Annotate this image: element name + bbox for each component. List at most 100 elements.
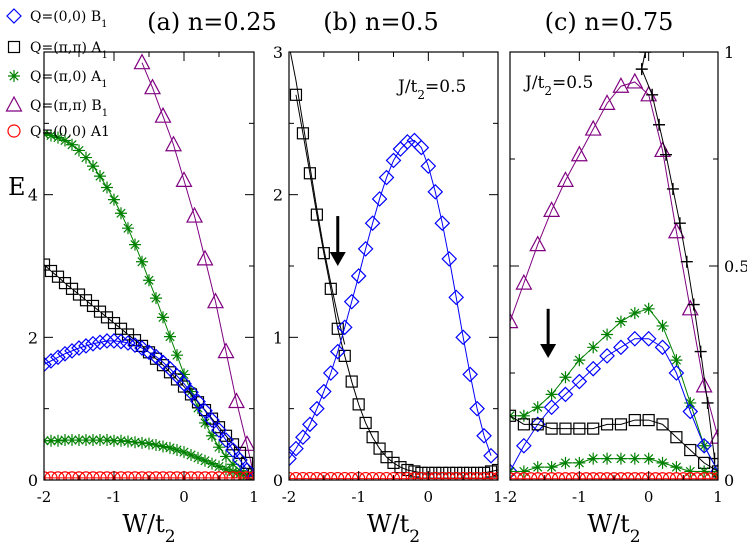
data-point xyxy=(642,413,655,427)
data-point xyxy=(709,427,718,444)
data-point xyxy=(170,373,184,386)
data-point xyxy=(529,235,547,252)
data-point xyxy=(289,440,304,457)
data-point xyxy=(642,452,655,465)
data-point xyxy=(204,412,220,428)
panel-b: -2 -1 0 1 0 1 2 3 (b) n=0.5 W/t2 J/t2=0.5 xyxy=(273,8,503,547)
series-star-2 xyxy=(44,434,254,480)
series-line xyxy=(289,52,346,345)
data-point xyxy=(296,471,310,480)
series-line xyxy=(510,415,718,472)
data-point xyxy=(442,471,456,480)
data-point xyxy=(135,471,149,480)
data-point xyxy=(371,191,388,207)
plot-frame xyxy=(43,51,255,481)
data-point xyxy=(317,471,331,480)
data-point xyxy=(515,273,533,290)
data-point xyxy=(143,437,155,450)
data-point xyxy=(538,472,552,480)
data-point xyxy=(653,118,666,131)
data-point xyxy=(122,435,134,448)
data-point xyxy=(711,472,718,480)
series-star-1 xyxy=(44,128,254,480)
data-point xyxy=(372,471,387,480)
data-point xyxy=(517,409,530,422)
data-point xyxy=(57,345,73,362)
series-none-0 xyxy=(289,52,346,345)
data-point xyxy=(614,472,628,480)
data-point xyxy=(545,422,558,435)
data-point xyxy=(510,409,517,422)
data-point xyxy=(217,342,235,359)
data-point xyxy=(93,471,107,480)
data-point xyxy=(206,457,218,470)
data-point xyxy=(470,471,484,480)
y-tick-label: 3 xyxy=(273,43,283,62)
data-point xyxy=(59,434,71,447)
data-point xyxy=(331,322,344,335)
data-point xyxy=(157,440,169,453)
data-point xyxy=(317,247,330,260)
series-line xyxy=(44,133,254,477)
data-point xyxy=(463,471,477,480)
data-point xyxy=(510,312,519,329)
data-point xyxy=(44,353,59,369)
panel-a: -2 -1 0 1 0 2 4 (a) n=0.25 W/t2 xyxy=(28,8,277,547)
data-point xyxy=(219,471,233,480)
plot-frame xyxy=(288,51,499,481)
data-point xyxy=(662,472,677,480)
data-point xyxy=(587,422,600,435)
data-point xyxy=(225,442,241,458)
data-point xyxy=(310,208,323,221)
data-point xyxy=(676,472,690,480)
data-point xyxy=(178,368,190,381)
series-circle-5 xyxy=(44,471,254,480)
data-point xyxy=(684,443,697,457)
data-point xyxy=(163,366,177,379)
data-point xyxy=(150,292,162,305)
data-point xyxy=(50,349,66,366)
y-tick-label: 1 xyxy=(724,43,734,62)
data-point xyxy=(584,119,602,136)
data-point xyxy=(639,52,652,58)
data-point xyxy=(682,403,699,420)
data-point xyxy=(399,134,416,150)
data-point xyxy=(408,465,421,478)
data-point xyxy=(52,434,64,447)
data-point xyxy=(359,416,372,430)
data-point xyxy=(642,302,655,315)
data-point xyxy=(655,472,670,480)
y-axis-label: E xyxy=(8,173,26,201)
data-point xyxy=(462,366,478,383)
data-point xyxy=(701,396,714,409)
data-point xyxy=(197,402,213,419)
x-tick-label: -2 xyxy=(503,488,518,506)
data-point xyxy=(338,349,351,362)
data-point xyxy=(78,338,94,354)
data-point xyxy=(232,452,248,468)
data-point xyxy=(435,471,449,480)
x-tick-label: -1 xyxy=(107,488,122,506)
data-point xyxy=(413,139,430,156)
x-axis-label: W/t2 xyxy=(122,510,175,547)
data-point xyxy=(420,158,437,174)
data-point xyxy=(143,274,155,287)
x-tick-label: 0 xyxy=(179,488,189,506)
series-triangle-0 xyxy=(510,72,718,444)
data-point xyxy=(517,418,530,431)
data-point xyxy=(400,471,415,480)
data-point xyxy=(86,471,100,480)
data-point xyxy=(670,461,683,474)
data-point xyxy=(85,335,101,352)
data-point xyxy=(114,471,128,480)
data-point xyxy=(359,471,373,480)
data-point xyxy=(621,472,635,480)
data-point xyxy=(100,471,114,480)
data-point xyxy=(164,441,176,454)
x-axis-label: W/t2 xyxy=(367,510,420,547)
data-point xyxy=(593,472,607,480)
data-point xyxy=(226,471,240,480)
panel-c: -2 -1 0 100.51(c) n=0.75W/t2J/t2=0.5 xyxy=(503,8,747,547)
data-point xyxy=(163,471,177,480)
data-point xyxy=(329,343,346,360)
